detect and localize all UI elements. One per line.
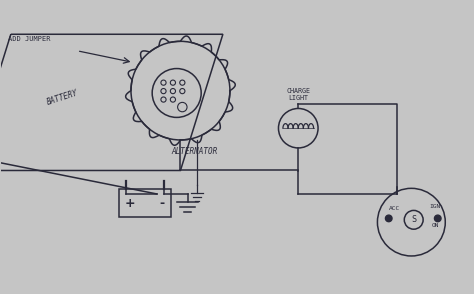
Text: CHARGE
LIGHT: CHARGE LIGHT: [286, 88, 310, 101]
Text: +: +: [124, 197, 135, 210]
Text: ACC: ACC: [389, 206, 400, 211]
Text: ALTERNATOR: ALTERNATOR: [172, 147, 218, 156]
Text: ADD JUMPER: ADD JUMPER: [9, 36, 51, 42]
Text: -: -: [159, 197, 164, 210]
Circle shape: [385, 215, 392, 222]
Bar: [119, 189, 171, 218]
Text: IGN: IGN: [430, 204, 441, 209]
Circle shape: [435, 215, 441, 222]
Text: S: S: [411, 215, 416, 224]
Text: BATTERY: BATTERY: [46, 88, 80, 107]
Text: ON: ON: [432, 223, 439, 228]
